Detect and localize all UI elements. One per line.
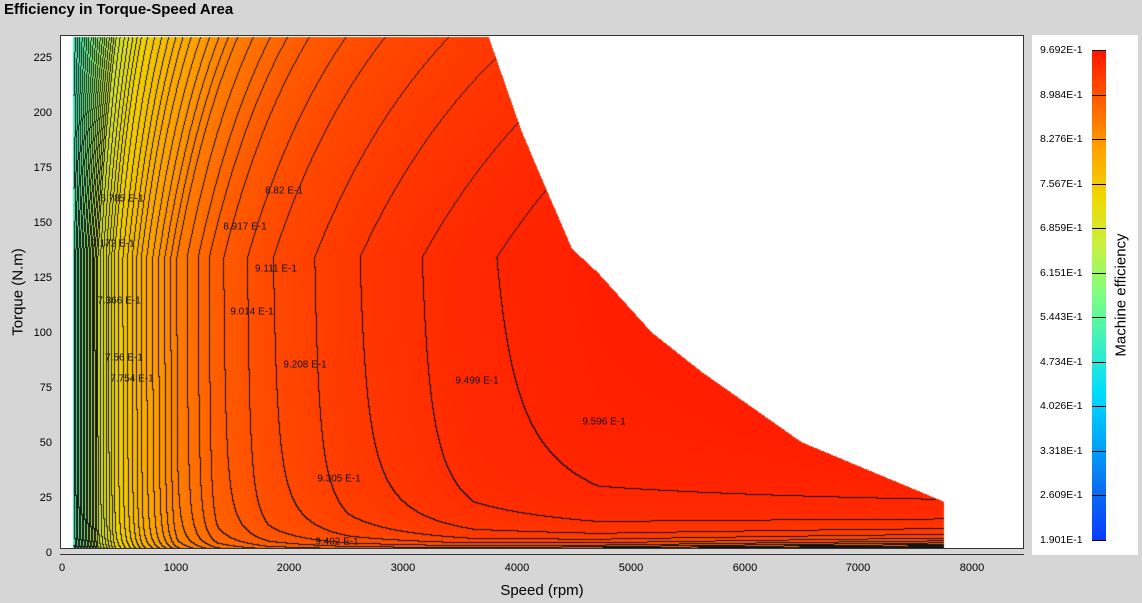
x-tick-label: 8000 [959,562,985,574]
contour-label: 9.402 E-1 [315,536,359,548]
contour-label: 9.596 E-1 [582,416,626,428]
y-tick-label: 125 [33,272,52,284]
y-tick-label: 25 [39,492,52,504]
y-tick-label: 150 [33,217,52,229]
x-axis-label: Speed (rpm) [500,582,584,599]
colorbar-tick-label: 4.734E-1 [1040,355,1083,368]
y-tick-label: 100 [33,327,52,339]
colorbar-tick-mark [1092,139,1106,141]
contour-label: 7.754 E-1 [110,373,154,385]
colorbar-tick-mark [1092,361,1106,363]
contour-label: 9.305 E-1 [317,473,361,485]
colorbar-tick-mark [1092,406,1106,408]
colorbar-tick-mark [1092,183,1106,185]
x-axis-line [60,554,1024,555]
colorbar-tick-label: 4.026E-1 [1040,400,1083,413]
colorbar-tick-label: 5.443E-1 [1040,311,1083,324]
colorbar-tick-mark [1092,94,1106,96]
colorbar [1092,50,1106,540]
colorbar-tick-label: 8.984E-1 [1040,88,1083,101]
y-axis-label: Torque (N.m) [9,248,27,336]
x-tick-label: 4000 [504,562,530,574]
x-tick-label: 3000 [390,562,416,574]
contour-label: 9.014 E-1 [230,306,274,318]
contour-label: 7.172 E-1 [91,238,135,250]
contour-label: 7.56 E-1 [105,352,143,364]
y-tick-label: 50 [39,437,52,449]
colorbar-tick-label: 8.276E-1 [1040,133,1083,146]
contour-label: 8.82 E-1 [265,185,303,197]
colorbar-tick-label: 7.567E-1 [1040,177,1083,190]
x-tick-label: 5000 [618,562,644,574]
contour-label: 9.208 E-1 [283,359,327,371]
contour-label: 9.499 E-1 [455,375,499,387]
colorbar-tick-mark [1092,228,1106,230]
colorbar-tick-mark [1092,317,1106,319]
y-tick-label: 200 [33,107,52,119]
colorbar-tick-mark [1092,540,1106,541]
colorbar-tick-label: 2.609E-1 [1040,489,1083,502]
plot-area: 6.785 E-1 7.172 E-1 7.366 E-1 7.56 E-1 7… [60,35,1024,549]
colorbar-tick-mark [1092,50,1106,51]
chart-title: Efficiency in Torque-Speed Area [4,1,234,18]
colorbar-label: Machine efficiency [1112,233,1130,357]
x-tick-label: 1000 [163,562,189,574]
colorbar-tick-label: 1.901E-1 [1040,534,1083,546]
colorbar-tick-label: 6.151E-1 [1040,266,1083,279]
contour-label: 7.366 E-1 [97,295,141,307]
y-tick-label: 0 [45,547,52,559]
contour-label: 6.785 E-1 [100,193,144,205]
colorbar-tick-mark [1092,450,1106,452]
x-tick-label: 6000 [732,562,758,574]
colorbar-tick-label: 3.318E-1 [1040,444,1083,457]
efficiency-heatmap [61,36,1023,548]
x-tick-label: 0 [58,562,66,574]
y-tick-label: 225 [33,52,52,64]
contour-label: 8.917 E-1 [223,221,267,233]
colorbar-tick-mark [1092,272,1106,274]
colorbar-tick-mark [1092,495,1106,497]
colorbar-tick-label: 6.859E-1 [1040,222,1083,235]
x-tick-label: 2000 [276,562,302,574]
colorbar-panel [1032,35,1138,555]
colorbar-tick-label: 9.692E-1 [1040,44,1083,56]
y-tick-label: 75 [39,382,52,394]
y-tick-label: 175 [33,162,52,174]
contour-label: 9.111 E-1 [255,263,297,275]
x-tick-label: 7000 [845,562,871,574]
